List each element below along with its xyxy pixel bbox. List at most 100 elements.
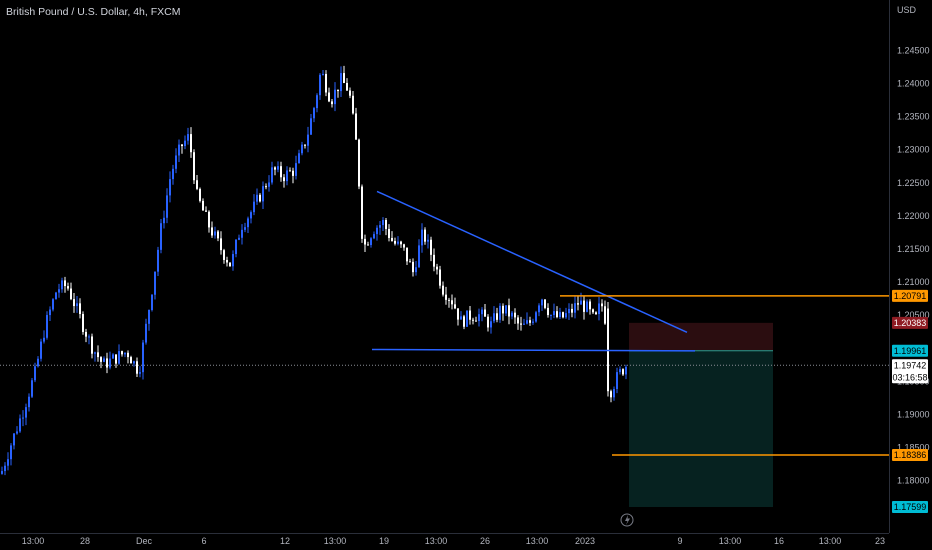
candle-body [406,247,408,262]
candle-body [112,354,114,359]
time-tick-label: 19 [379,536,389,546]
stop-zone-price-tag: 1.20383 [894,318,927,328]
candle-body [361,186,363,239]
candle-body [268,182,270,187]
candle-body [295,163,297,176]
candle-body [595,312,597,315]
candle-body [70,288,72,300]
candle-body [160,223,162,250]
candle-body [214,231,216,236]
candle-body [199,188,201,201]
candle-body [466,310,468,327]
candle-body [409,261,411,263]
candle-body [604,306,606,324]
candle-body [190,134,192,153]
time-tick-label: 13:00 [819,536,842,546]
bar-countdown: 03:16:58 [892,372,927,382]
candle-body [166,195,168,218]
price-tick-label: 1.23500 [897,112,930,122]
candle-body [277,166,279,170]
candle-body [76,303,78,307]
candle-body [172,168,174,180]
candle-body [169,179,171,196]
candle-body [124,352,126,355]
candle-body [439,269,441,286]
candle-body [154,271,156,295]
candle-body [376,227,378,235]
candle-body [571,308,573,313]
time-tick-label: 13:00 [425,536,448,546]
candle-body [37,358,39,367]
price-tick-label: 1.21500 [897,244,930,254]
candle-body [310,118,312,135]
candle-body [526,320,528,324]
candle-body [250,212,252,219]
candle-body [217,231,219,239]
candle-body [385,219,387,229]
candle-body [82,313,84,332]
time-tick-label: 28 [80,536,90,546]
time-tick-label: 2023 [575,536,595,546]
candle-body [586,301,588,312]
candle-body [616,372,618,390]
candle-body [580,300,582,305]
candle-body [121,351,123,355]
candle-body [91,336,93,354]
lower-level-price-tag: 1.18386 [894,450,927,460]
last-price-tag: 1.19742 [894,360,927,370]
candle-body [52,299,54,310]
candle-body [151,294,153,310]
lightning-bolt-icon-glyph [625,515,630,525]
candle-body [229,262,231,267]
candle-body [535,312,537,322]
candle-body [496,313,498,320]
last-price-tag-bg [892,359,928,384]
candle-body [352,95,354,114]
candle-body [625,366,627,375]
candle-body [220,238,222,251]
candle-body [592,309,594,313]
candle-body [193,152,195,181]
candle-body [100,357,102,362]
candle-body [529,320,531,323]
candle-body [211,227,213,236]
candle-body [505,305,507,314]
price-tick-label: 1.18000 [897,476,930,486]
candle-body [490,321,492,328]
candle-body [367,244,369,246]
candle-body [397,241,399,244]
candle-body [400,241,402,245]
time-tick-label: 9 [677,536,682,546]
candle-body [454,304,456,309]
candle-body [430,239,432,255]
candle-body [499,305,501,320]
time-tick-label: Dec [136,536,153,546]
price-tick-label: 1.22500 [897,178,930,188]
candle-body [565,313,567,318]
price-tick-label: 1.20500 [897,310,930,320]
candle-body [493,313,495,322]
candle-body [106,358,108,368]
candle-body [40,341,42,359]
candle-body [520,323,522,325]
candle-body [322,73,324,75]
candle-body [259,194,261,202]
candle-body [337,89,339,92]
candle-body [235,239,237,255]
candle-body [202,200,204,211]
candle-body [460,316,462,320]
candle-body [46,315,48,338]
candle-body [523,323,525,325]
candle-body [304,144,306,146]
candle-body [247,218,249,228]
descending-trendline [376,190,688,333]
candle-body [313,108,315,119]
candle-body [181,144,183,147]
candle-body [22,417,24,419]
candles-group [1,65,627,476]
candle-body [508,305,510,317]
time-tick-label: 16 [774,536,784,546]
candle-body [364,238,366,245]
